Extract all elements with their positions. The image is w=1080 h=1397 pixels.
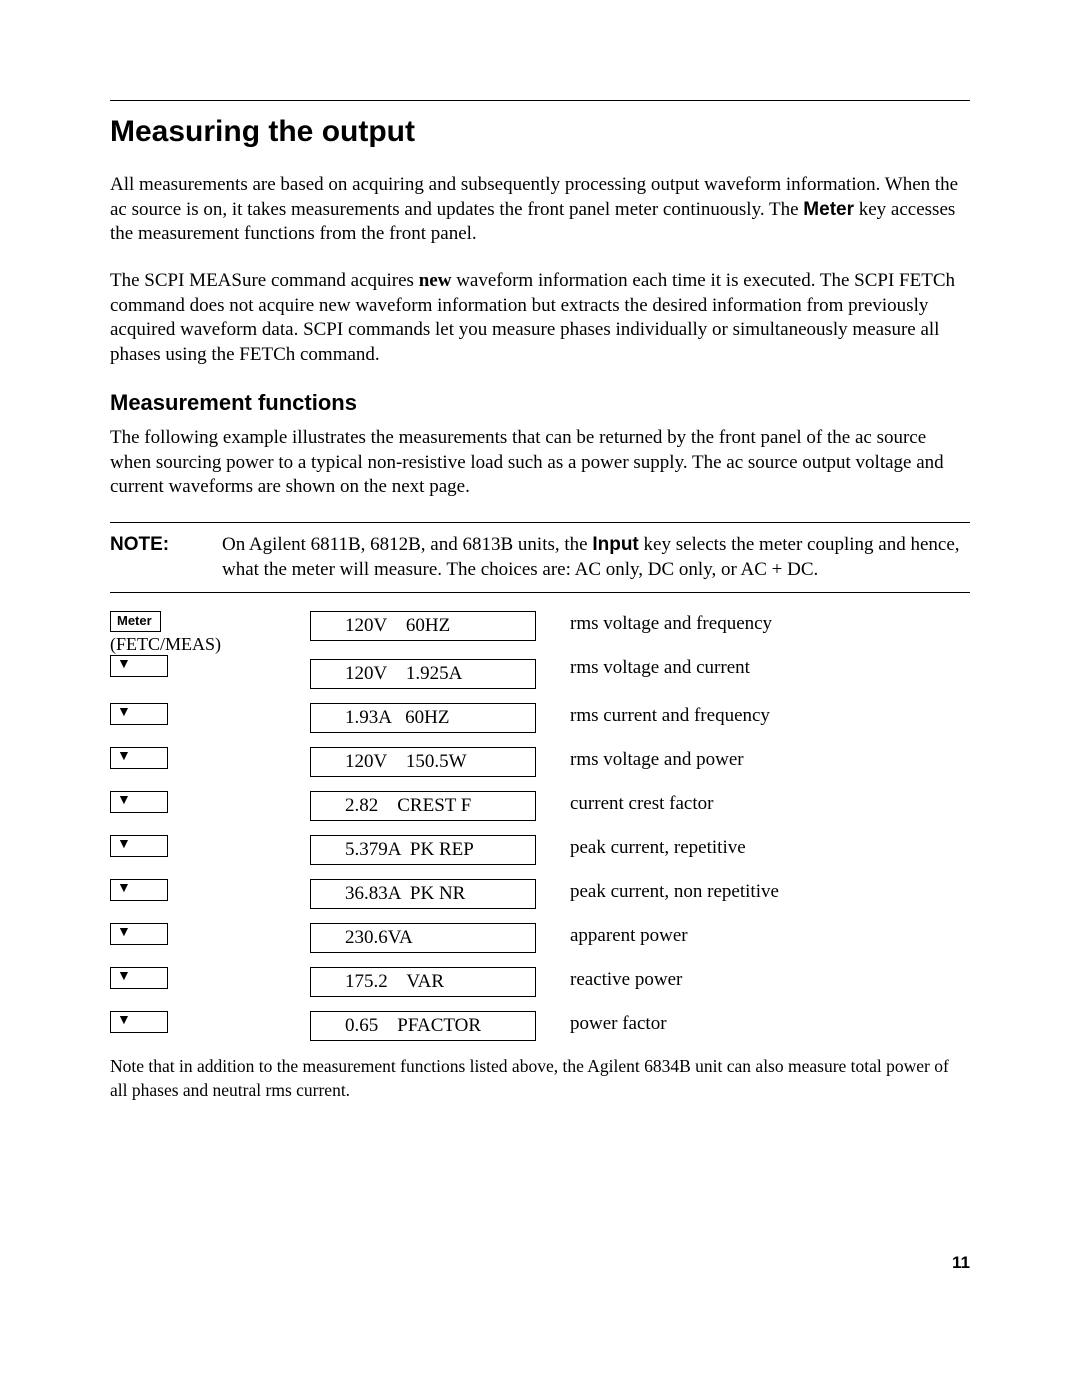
new-bold: new: [419, 270, 452, 291]
reading-row: ▼ 0.65 PFACTOR power factor: [110, 1011, 970, 1041]
meter-key-ref: Meter: [803, 199, 854, 220]
meter-key-button[interactable]: Meter: [110, 611, 161, 631]
down-arrow-button[interactable]: ▼: [110, 879, 168, 901]
reading-row: ▼ 175.2 VAR reactive power: [110, 967, 970, 997]
input-key-ref: Input: [592, 534, 638, 555]
measurement-table: Meter (FETC/MEAS) ▼ 120V 60HZ 120V 1.925…: [110, 611, 970, 1041]
reading-row: ▼ 230.6VA apparent power: [110, 923, 970, 953]
note-text-a: On Agilent 6811B, 6812B, and 6813B units…: [222, 534, 592, 555]
note-label: NOTE:: [110, 533, 222, 582]
display-readout: 230.6VA: [310, 923, 536, 953]
display-readout: 120V 1.925A: [310, 659, 536, 689]
note-block: NOTE: On Agilent 6811B, 6812B, and 6813B…: [110, 522, 970, 593]
section-heading: Measurement functions: [110, 390, 970, 416]
note-text: On Agilent 6811B, 6812B, and 6813B units…: [222, 533, 970, 582]
display-readout: 1.93A 60HZ: [310, 703, 536, 733]
reading-description: power factor: [540, 1011, 667, 1035]
reading-description: rms voltage and frequency: [570, 613, 772, 635]
description-column: rms voltage and frequency rms voltage an…: [540, 611, 772, 679]
display-column: 120V 60HZ 120V 1.925A: [310, 611, 540, 689]
reading-row: ▼ 2.82 CREST F current crest factor: [110, 791, 970, 821]
paragraph-3: The following example illustrates the me…: [110, 426, 970, 500]
reading-description: current crest factor: [540, 791, 713, 815]
paragraph-2: The SCPI MEASure command acquires new wa…: [110, 269, 970, 368]
footnote: Note that in addition to the measurement…: [110, 1055, 970, 1102]
reading-description: peak current, non repetitive: [540, 879, 779, 903]
paragraph-1: All measurements are based on acquiring …: [110, 173, 970, 247]
reading-row: ▼ 5.379A PK REP peak current, repetitive: [110, 835, 970, 865]
display-readout: 120V 150.5W: [310, 747, 536, 777]
para2-text-a: The SCPI MEASure command acquires: [110, 270, 419, 291]
page-number: 11: [110, 1253, 970, 1273]
down-arrow-button[interactable]: ▼: [110, 703, 168, 725]
reading-description: reactive power: [540, 967, 682, 991]
down-arrow-button[interactable]: ▼: [110, 791, 168, 813]
display-readout: 175.2 VAR: [310, 967, 536, 997]
key-column: Meter (FETC/MEAS) ▼: [110, 611, 310, 676]
display-readout: 0.65 PFACTOR: [310, 1011, 536, 1041]
reading-description: peak current, repetitive: [540, 835, 746, 859]
display-readout: 36.83A PK NR: [310, 879, 536, 909]
reading-description: rms voltage and power: [540, 747, 744, 771]
reading-row: ▼ 1.93A 60HZ rms current and frequency: [110, 703, 970, 733]
display-readout: 5.379A PK REP: [310, 835, 536, 865]
display-readout: 2.82 CREST F: [310, 791, 536, 821]
reading-row: ▼ 120V 150.5W rms voltage and power: [110, 747, 970, 777]
reading-description: rms current and frequency: [540, 703, 770, 727]
page-content: Measuring the output All measurements ar…: [0, 0, 1080, 1333]
down-arrow-button[interactable]: ▼: [110, 747, 168, 769]
fetc-meas-label: (FETC/MEAS): [110, 634, 310, 655]
down-arrow-button[interactable]: ▼: [110, 1011, 168, 1033]
page-title: Measuring the output: [110, 115, 970, 149]
down-arrow-button[interactable]: ▼: [110, 923, 168, 945]
top-rule: [110, 100, 970, 101]
reading-row: ▼ 36.83A PK NR peak current, non repetit…: [110, 879, 970, 909]
down-arrow-button[interactable]: ▼: [110, 835, 168, 857]
down-arrow-button[interactable]: ▼: [110, 967, 168, 989]
reading-description: apparent power: [540, 923, 688, 947]
reading-description: rms voltage and current: [570, 657, 772, 679]
reading-row: Meter (FETC/MEAS) ▼ 120V 60HZ 120V 1.925…: [110, 611, 970, 689]
display-readout: 120V 60HZ: [310, 611, 536, 641]
down-arrow-button[interactable]: ▼: [110, 655, 168, 677]
